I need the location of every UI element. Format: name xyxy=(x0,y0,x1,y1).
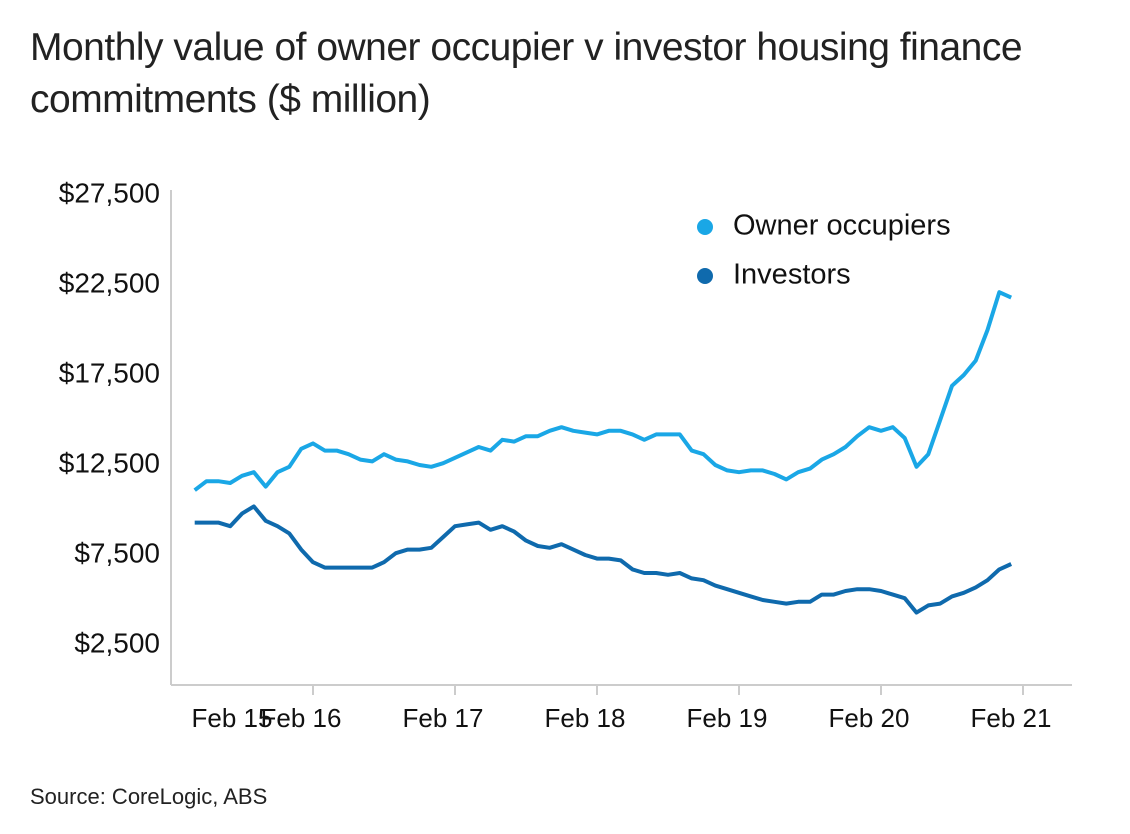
y-tick-label: $12,500 xyxy=(59,447,160,478)
series-line xyxy=(194,504,1013,615)
x-tick-label: Feb 20 xyxy=(829,703,910,733)
legend-marker xyxy=(697,219,713,235)
legend-label: Owner occupiers xyxy=(733,210,951,242)
y-tick-label: $2,500 xyxy=(74,627,160,658)
y-tick-label: $27,500 xyxy=(59,177,160,208)
x-tick-label: Feb 18 xyxy=(545,703,626,733)
x-tick-label: Feb 15 xyxy=(192,703,273,733)
x-tick-label: Feb 19 xyxy=(687,703,768,733)
x-tick-label: Feb 21 xyxy=(971,703,1052,733)
series-line xyxy=(193,290,1013,492)
x-tick-label: Feb 16 xyxy=(261,703,342,733)
source: Source: CoreLogic, ABS xyxy=(30,784,267,809)
legend-marker xyxy=(697,268,713,284)
legend-label: Investors xyxy=(733,259,851,291)
chart-title: Monthly value of owner occupier v invest… xyxy=(30,26,1023,121)
y-tick-label: $17,500 xyxy=(59,357,160,388)
x-tick-label: Feb 17 xyxy=(403,703,484,733)
y-tick-label: $7,500 xyxy=(74,537,160,568)
y-tick-label: $22,500 xyxy=(59,267,160,298)
